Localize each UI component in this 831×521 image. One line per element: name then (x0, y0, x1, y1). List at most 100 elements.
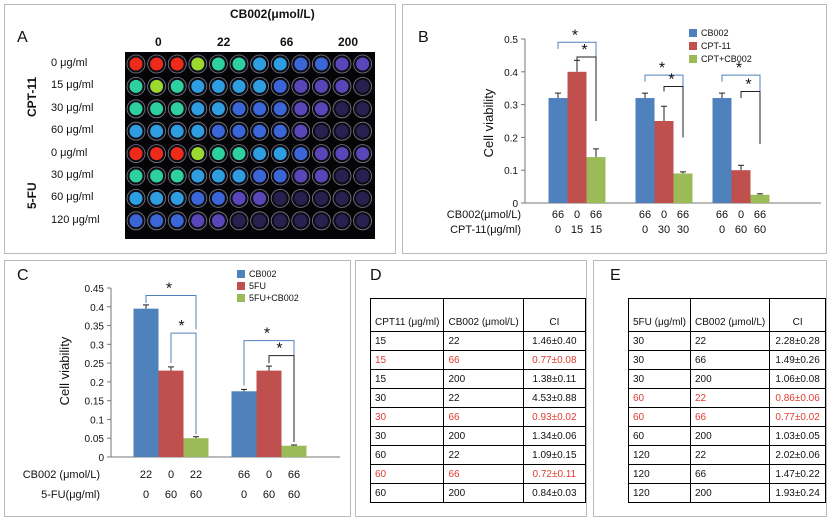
well-signal (314, 191, 328, 205)
well-signal (294, 102, 308, 116)
cell-ci: 4.53±0.88 (522, 388, 587, 408)
y-tick-label: 0.4 (90, 303, 104, 314)
well-signal (191, 79, 205, 93)
cell-cb002-dose: 22 (443, 445, 524, 465)
well-signal (232, 57, 246, 71)
well-signal (273, 169, 287, 183)
cell-ci: 1.06±0.08 (769, 369, 826, 389)
well-signal (170, 214, 184, 228)
significance-star: * (166, 281, 172, 298)
well-signal (314, 169, 328, 183)
panel-label-e: E (610, 267, 621, 284)
y-axis-label: Cell viability (481, 88, 496, 157)
well-signal (253, 214, 267, 228)
bar (586, 157, 606, 203)
header-ci: CI (522, 298, 587, 332)
bar (183, 438, 209, 457)
row-value: 66 (754, 209, 766, 221)
cell-drug-dose: 30 (369, 388, 445, 408)
well-signal (129, 79, 143, 93)
well-signal (150, 102, 164, 116)
well-signal (150, 214, 164, 228)
cell-ci: 2.28±0.28 (769, 331, 826, 351)
significance-bracket (740, 90, 761, 144)
well-signal (273, 147, 287, 161)
row-value: 30 (677, 224, 689, 236)
panel-a-title: CB002(μmol/L) (230, 7, 315, 21)
well-signal (211, 214, 225, 228)
cell-drug-dose: 60 (369, 445, 445, 465)
y-axis-label: Cell viability (57, 336, 72, 405)
cell-ci: 1.47±0.22 (769, 464, 826, 484)
cell-ci: 1.09±0.15 (522, 445, 587, 465)
row-value: 66 (552, 209, 564, 221)
well-signal (191, 124, 205, 138)
cell-drug-dose: 60 (628, 426, 691, 446)
well-signal (335, 169, 349, 183)
well-signal (211, 169, 225, 183)
well-signal (232, 169, 246, 183)
y-tick-label: 0.3 (504, 101, 518, 112)
cell-cb002-dose: 200 (689, 483, 771, 503)
well-signal (170, 191, 184, 205)
concentration-label: 200 (338, 35, 359, 49)
significance-bracket (268, 355, 295, 442)
well-signal (273, 191, 287, 205)
well-signal (232, 147, 246, 161)
cell-drug-dose: 30 (628, 350, 691, 370)
well-signal (191, 147, 205, 161)
well-signal (273, 214, 287, 228)
significance-star: * (276, 341, 282, 358)
legend-swatch (237, 282, 245, 290)
cell-cb002-dose: 22 (689, 388, 771, 408)
legend-swatch (237, 270, 245, 278)
row-label: 60 μg/ml (51, 191, 94, 204)
well-signal (273, 57, 287, 71)
cell-ci: 0.72±0.11 (522, 464, 587, 484)
bar (281, 445, 307, 457)
well-signal (211, 147, 225, 161)
header-drug: 5FU (μg/ml) (628, 298, 691, 332)
bar (548, 98, 568, 203)
y-tick-label: 0.2 (504, 133, 518, 144)
row-value: 22 (140, 469, 152, 481)
well-signal (232, 79, 246, 93)
y-tick-label: 0.15 (85, 397, 105, 408)
significance-bracket (663, 86, 684, 138)
panel-b: B 0 0.1 0.2 0.3 0.4 0.5 Cell viability CB002 CPT… (402, 4, 827, 254)
legend-label: CB002 (701, 28, 729, 38)
row-label: 30 μg/ml (51, 169, 94, 181)
significance-star: * (264, 326, 270, 343)
well-signal (232, 214, 246, 228)
well-signal (294, 124, 308, 138)
y-tick-label: 0 (512, 199, 518, 210)
well-signal (170, 169, 184, 183)
cell-cb002-dose: 66 (443, 407, 524, 427)
cell-drug-dose: 15 (369, 369, 445, 389)
well-signal (335, 102, 349, 116)
well-signal (294, 57, 308, 71)
cell-ci: 0.77±0.02 (769, 407, 826, 427)
well-signal (170, 79, 184, 93)
well-signal (211, 102, 225, 116)
legend-swatch (689, 55, 697, 63)
cell-cb002-dose: 200 (443, 483, 524, 503)
row-value: 60 (165, 489, 177, 501)
cell-cb002-dose: 22 (689, 445, 771, 465)
well-signal (150, 57, 164, 71)
well-signal (129, 191, 143, 205)
cell-ci: 1.49±0.26 (769, 350, 826, 370)
cell-cb002-dose: 200 (443, 369, 524, 389)
well-signal (129, 124, 143, 138)
row-label: 0 μg/ml (51, 57, 88, 69)
row-value: 60 (190, 489, 202, 501)
table-row: 15 200 1.38±0.11 (369, 369, 587, 389)
legend-label: CB002 (249, 269, 277, 279)
legend-swatch (689, 29, 697, 37)
well-signal (129, 214, 143, 228)
table-header: CPT11 (μg/ml) CB002 (μmol/L) CI (369, 298, 587, 332)
panel-c: C 0 0.05 0.1 0.15 0.2 0.25 0.3 0.35 0.4 0.45 Cell … (4, 260, 351, 517)
bar (635, 98, 655, 203)
well-signal (335, 57, 349, 71)
y-tick-label: 0.1 (504, 166, 518, 177)
